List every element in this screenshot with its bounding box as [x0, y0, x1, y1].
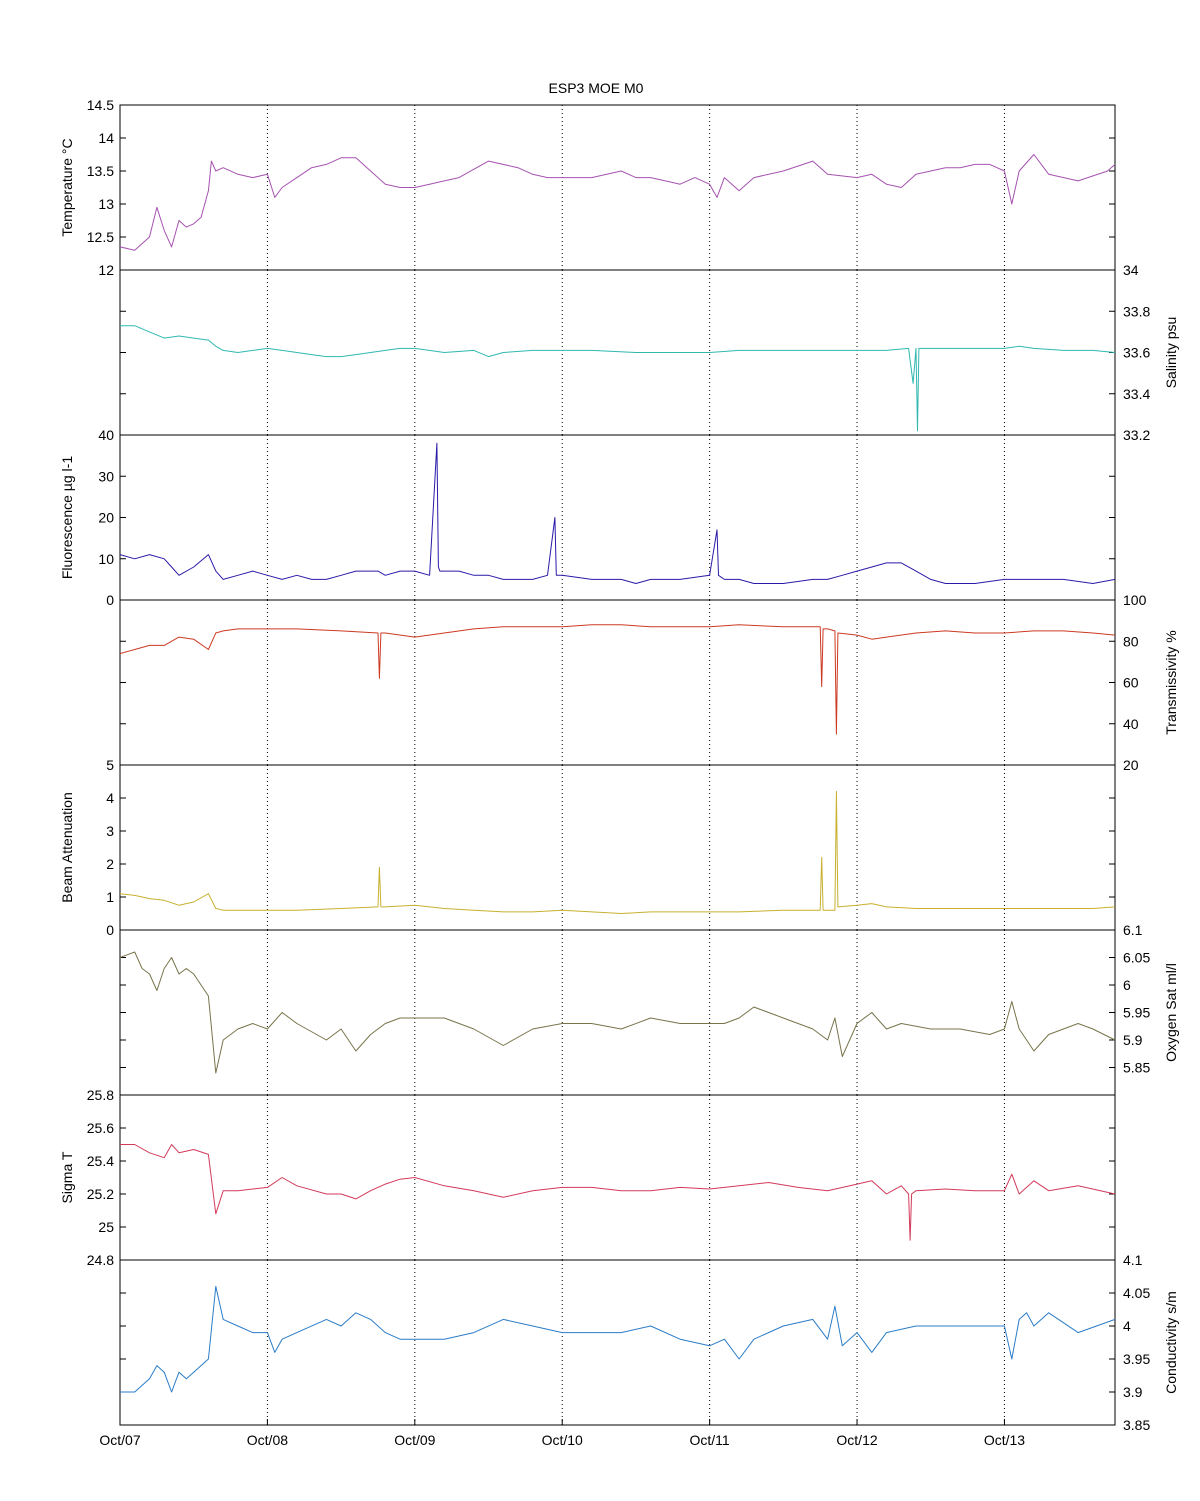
y-tick-label: 4.05 [1123, 1285, 1150, 1301]
x-tick-label: Oct/10 [542, 1432, 583, 1448]
panel-4: 20 40 60 80 100 Transmissivity % [119, 592, 1179, 773]
y-tick-label: 3.95 [1123, 1351, 1150, 1367]
y-tick-label: 0 [106, 922, 114, 938]
panel-2: 33.2 33.4 33.6 33.8 34 Salinity psu [119, 262, 1179, 443]
y-tick-label: 100 [1123, 592, 1147, 608]
y-tick-label: 12 [98, 262, 114, 278]
x-tick-label: Oct/08 [247, 1432, 288, 1448]
y-tick-label: 3.85 [1123, 1417, 1150, 1433]
y-tick-label: 34 [1123, 262, 1139, 278]
data-series-line [120, 325, 1116, 432]
x-tick-label: Oct/13 [984, 1432, 1025, 1448]
y-axis-title: Sigma T [59, 1151, 75, 1203]
data-series-line [119, 624, 1116, 735]
y-axis-title: Fluorescence µg l-1 [59, 456, 75, 579]
y-tick-label: 4.1 [1123, 1252, 1143, 1268]
y-tick-label: 80 [1123, 633, 1139, 649]
y-tick-label: 33.6 [1123, 345, 1150, 361]
panel-frame [119, 1094, 1116, 1261]
x-tick-label: Oct/07 [99, 1432, 140, 1448]
y-tick-label: 5.85 [1123, 1060, 1150, 1076]
panel-frame [119, 434, 1116, 601]
y-tick-label: 1 [106, 889, 114, 905]
y-tick-label: 20 [98, 510, 114, 526]
panel-frame [119, 929, 1116, 1096]
y-tick-label: 6.1 [1123, 922, 1143, 938]
data-series-line [119, 951, 1116, 1074]
y-tick-label: 30 [98, 468, 114, 484]
panel-frame [119, 104, 1116, 271]
y-tick-label: 2 [106, 856, 114, 872]
y-tick-label: 40 [98, 427, 114, 443]
y-tick-label: 6 [1123, 977, 1131, 993]
y-tick-label: 60 [1123, 675, 1139, 691]
y-tick-label: 24.8 [87, 1252, 114, 1268]
figure-title: ESP3 MOE M0 [549, 80, 644, 96]
data-series-line [120, 1144, 1116, 1241]
y-tick-label: 5.9 [1123, 1032, 1143, 1048]
y-tick-label: 25.4 [87, 1153, 114, 1169]
y-tick-label: 4 [106, 790, 114, 806]
x-axis: Oct/07 Oct/08 Oct/09 Oct/10 Oct/11 Oct/12 Oct/… [99, 1419, 1025, 1448]
panel-5: 0 1 2 3 4 5 Beam Attenuation [59, 757, 1116, 938]
y-tick-label: 13.5 [87, 163, 114, 179]
y-tick-label: 25.8 [87, 1087, 114, 1103]
y-tick-label: 5.95 [1123, 1005, 1150, 1021]
data-series-line [119, 442, 1116, 584]
y-tick-label: 25 [98, 1219, 114, 1235]
y-axis-title: Beam Attenuation [59, 792, 75, 903]
data-series-line [119, 790, 1116, 914]
y-tick-label: 0 [106, 592, 114, 608]
panel-frame [119, 269, 1116, 436]
x-tick-label: Oct/11 [690, 1432, 730, 1448]
y-tick-label: 12.5 [87, 229, 114, 245]
panel-frame [119, 764, 1116, 931]
y-tick-label: 6.05 [1123, 950, 1150, 966]
y-tick-label: 3 [106, 823, 114, 839]
y-tick-label: 3.9 [1123, 1384, 1143, 1400]
y-tick-label: 33.8 [1123, 303, 1150, 319]
data-series-line [120, 1285, 1116, 1393]
x-tick-label: Oct/12 [836, 1432, 877, 1448]
y-axis-title: Conductivity s/m [1163, 1291, 1179, 1394]
y-tick-label: 5 [106, 757, 114, 773]
y-tick-label: 33.2 [1123, 427, 1150, 443]
panel-frame [119, 1259, 1116, 1426]
panel-6: 5.85 5.9 5.95 6 6.05 6.1 Oxygen Sat ml/l [119, 922, 1179, 1096]
y-tick-label: 25.6 [87, 1120, 114, 1136]
y-tick-label: 25.2 [87, 1186, 114, 1202]
y-tick-label: 14 [98, 130, 114, 146]
y-tick-label: 10 [98, 551, 114, 567]
y-axis-title: Oxygen Sat ml/l [1163, 963, 1179, 1062]
panel-3: 0 10 20 30 40 Fluorescence µg l-1 [59, 427, 1116, 608]
y-axis-title: Salinity psu [1163, 317, 1179, 389]
y-tick-label: 40 [1123, 716, 1139, 732]
y-axis-title: Transmissivity % [1163, 630, 1179, 735]
panel-7: 24.8 25 25.2 25.4 25.6 25.8 Sigma T [59, 1087, 1116, 1268]
y-axis-title: Temperature °C [59, 138, 75, 236]
y-tick-label: 4 [1123, 1318, 1131, 1334]
panel-1: 12 12.5 13 13.5 14 14.5 Temperature °C [59, 97, 1116, 278]
y-tick-label: 13 [98, 196, 114, 212]
panel-8: 3.85 3.9 3.95 4 4.05 4.1 Conductivity s/m [119, 1252, 1179, 1433]
y-tick-label: 14.5 [87, 97, 114, 113]
data-series-line [119, 154, 1116, 251]
y-tick-label: 33.4 [1123, 386, 1150, 402]
x-tick-label: Oct/09 [394, 1432, 435, 1448]
y-tick-label: 20 [1123, 757, 1139, 773]
